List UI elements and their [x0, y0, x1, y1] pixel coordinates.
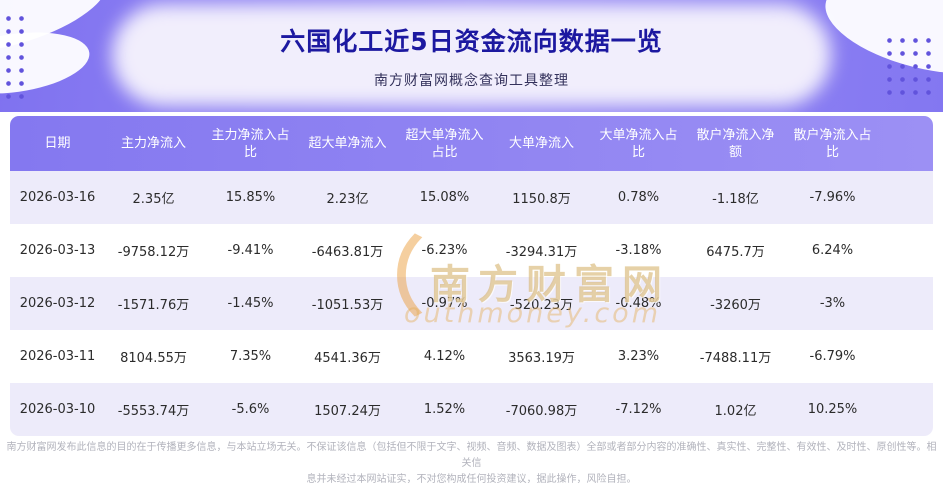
table-cell-filler — [881, 330, 933, 383]
page-title: 六国化工近5日资金流向数据一览 — [280, 27, 663, 56]
table-cell: -7.12% — [615, 402, 662, 417]
decor-dots-left — [2, 12, 26, 104]
page-banner: 六国化工近5日资金流向数据一览 南方财富网概念查询工具整理 — [0, 0, 943, 112]
header-row: 日期 主力净流入 主力净流入占比 超大单净流入 超大单净流入占比 大单净流入 大单净流入占比… — [10, 116, 933, 171]
table-cell: -6.79% — [809, 349, 856, 364]
table-row: 2026-03-12 -1571.76万 -1.45% -1051.53万 -0.97%… — [10, 277, 933, 330]
table-cell: 2026-03-13 — [19, 243, 96, 258]
table-cell: -0.48% — [615, 296, 662, 311]
column-header: 日期 — [44, 136, 71, 151]
table-cell: 2.35亿 — [132, 192, 175, 207]
table-cell: -520.23万 — [509, 298, 574, 313]
column-header: 大单净流入占比 — [599, 127, 678, 160]
page-subtitle: 南方财富网概念查询工具整理 — [374, 73, 569, 89]
column-header: 主力净流入占比 — [211, 127, 290, 160]
table-cell-filler — [881, 224, 933, 277]
table-cell: 1.02亿 — [714, 404, 757, 419]
table-head: 日期 主力净流入 主力净流入占比 超大单净流入 超大单净流入占比 大单净流入 大单净流入占比… — [10, 116, 933, 171]
table-cell: -7.96% — [809, 190, 856, 205]
table-row: 2026-03-11 8104.55万 7.35% 4541.36万 4.12% 3563… — [10, 330, 933, 383]
table-row: 2026-03-10 -5553.74万 -5.6% 1507.24万 1.52% -70… — [10, 383, 933, 436]
table-cell: 15.08% — [419, 190, 470, 205]
table-cell: -1051.53万 — [311, 298, 384, 313]
table-row: 2026-03-13 -9758.12万 -9.41% -6463.81万 -6.23%… — [10, 224, 933, 277]
table-cell: -3% — [819, 296, 846, 311]
column-header: 散户净流入净额 — [696, 127, 775, 160]
table-cell: -1571.76万 — [117, 298, 190, 313]
table-cell: 3.23% — [617, 349, 660, 364]
table-cell: -7060.98万 — [505, 404, 578, 419]
table-cell: 15.85% — [225, 190, 276, 205]
disclaimer-line-1: 南方财富网发布此信息的目的在于传播更多信息，与本站立场无关。不保证该信息（包括但… — [6, 442, 937, 469]
table-cell: 2026-03-16 — [19, 190, 96, 205]
table-cell: -6463.81万 — [311, 245, 384, 260]
table-cell: 2026-03-10 — [19, 402, 96, 417]
table-cell: 2026-03-11 — [19, 349, 96, 364]
table-cell: -3294.31万 — [505, 245, 578, 260]
table-cell: 6475.7万 — [706, 245, 765, 260]
table-cell: 3563.19万 — [508, 351, 575, 366]
table-cell: 10.25% — [807, 402, 858, 417]
table-cell: 8104.55万 — [120, 351, 187, 366]
column-header-filler — [881, 116, 933, 171]
table-row: 2026-03-16 2.35亿 15.85% 2.23亿 15.08% 1150.8万 0… — [10, 171, 933, 224]
table-cell: -5553.74万 — [117, 404, 190, 419]
table-cell: 4.12% — [423, 349, 466, 364]
table-cell: 4541.36万 — [314, 351, 381, 366]
table-cell: -0.97% — [421, 296, 468, 311]
table-cell: 1507.24万 — [314, 404, 381, 419]
table-cell-filler — [881, 277, 933, 330]
table-cell: -7488.11万 — [699, 351, 772, 366]
table-cell: 1150.8万 — [512, 192, 571, 207]
table-cell-filler — [881, 383, 933, 436]
disclaimer-text: 南方财富网发布此信息的目的在于传播更多信息，与本站立场无关。不保证该信息（包括但… — [0, 440, 943, 488]
banner-light-panel — [112, 4, 831, 106]
column-header: 主力净流入 — [120, 136, 186, 151]
table-cell: -6.23% — [421, 243, 468, 258]
table-cell: -5.6% — [231, 402, 270, 417]
table-cell: -9.41% — [227, 243, 274, 258]
table-cell: 1.52% — [423, 402, 466, 417]
table-cell-filler — [881, 171, 933, 224]
table-body: 2026-03-16 2.35亿 15.85% 2.23亿 15.08% 1150.8万 0… — [10, 171, 933, 436]
data-table: 日期 主力净流入 主力净流入占比 超大单净流入 超大单净流入占比 大单净流入 大单净流入占比… — [10, 116, 933, 436]
column-header: 散户净流入占比 — [793, 127, 872, 160]
table-cell: -1.18亿 — [712, 192, 759, 207]
table-cell: 7.35% — [229, 349, 272, 364]
table-cell: 2026-03-12 — [19, 296, 96, 311]
column-header: 超大单净流入 — [308, 136, 387, 151]
decor-dots-right — [883, 34, 939, 102]
column-header: 大单净流入 — [508, 136, 574, 151]
disclaimer-line-2: 息并未经过本网站证实，不对您构成任何投资建议，据此操作，风险自担。 — [306, 474, 637, 485]
table-cell: -3260万 — [710, 298, 761, 313]
fund-flow-table: 日期 主力净流入 主力净流入占比 超大单净流入 超大单净流入占比 大单净流入 大单净流入占比… — [10, 116, 933, 436]
table-cell: -1.45% — [227, 296, 274, 311]
table-cell: 6.24% — [811, 243, 854, 258]
column-header: 超大单净流入占比 — [405, 127, 484, 160]
table-cell: -3.18% — [615, 243, 662, 258]
table-cell: 2.23亿 — [326, 192, 369, 207]
table-cell: 0.78% — [617, 190, 660, 205]
table-cell: -9758.12万 — [117, 245, 190, 260]
